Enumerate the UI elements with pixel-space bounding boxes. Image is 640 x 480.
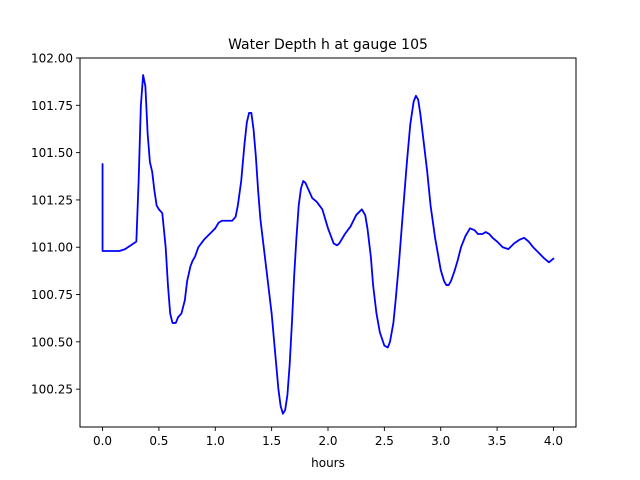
- x-tick-label: 1.5: [262, 434, 281, 448]
- y-tick-label: 102.00: [31, 52, 73, 66]
- x-tick-label: 2.0: [318, 434, 337, 448]
- chart-title: Water Depth h at gauge 105: [228, 37, 428, 53]
- x-tick-label: 2.5: [375, 434, 394, 448]
- x-tick-label: 0.5: [149, 434, 168, 448]
- y-tick-label: 100.75: [31, 288, 73, 302]
- x-tick-label: 4.0: [544, 434, 563, 448]
- x-tick-label: 3.0: [431, 434, 450, 448]
- x-axis: 0.0 0.5 1.0 1.5 2.0 2.5 3.0 3.5 4.0: [93, 427, 563, 448]
- x-tick-label: 1.0: [206, 434, 225, 448]
- y-tick-label: 100.25: [31, 383, 73, 397]
- y-tick-label: 100.50: [31, 335, 73, 349]
- y-tick-label: 101.25: [31, 193, 73, 207]
- y-tick-label: 101.75: [31, 99, 73, 113]
- y-tick-label: 101.50: [31, 146, 73, 160]
- x-tick-label: 0.0: [93, 434, 112, 448]
- plot-area: [101, 74, 555, 415]
- x-tick-label: 3.5: [488, 434, 507, 448]
- y-tick-label: 101.00: [31, 241, 73, 255]
- y-axis: 100.25 100.50 100.75 101.00 101.25 101.50 101.…: [31, 52, 80, 397]
- x-axis-label: hours: [311, 456, 345, 470]
- series-line-0: [101, 74, 555, 415]
